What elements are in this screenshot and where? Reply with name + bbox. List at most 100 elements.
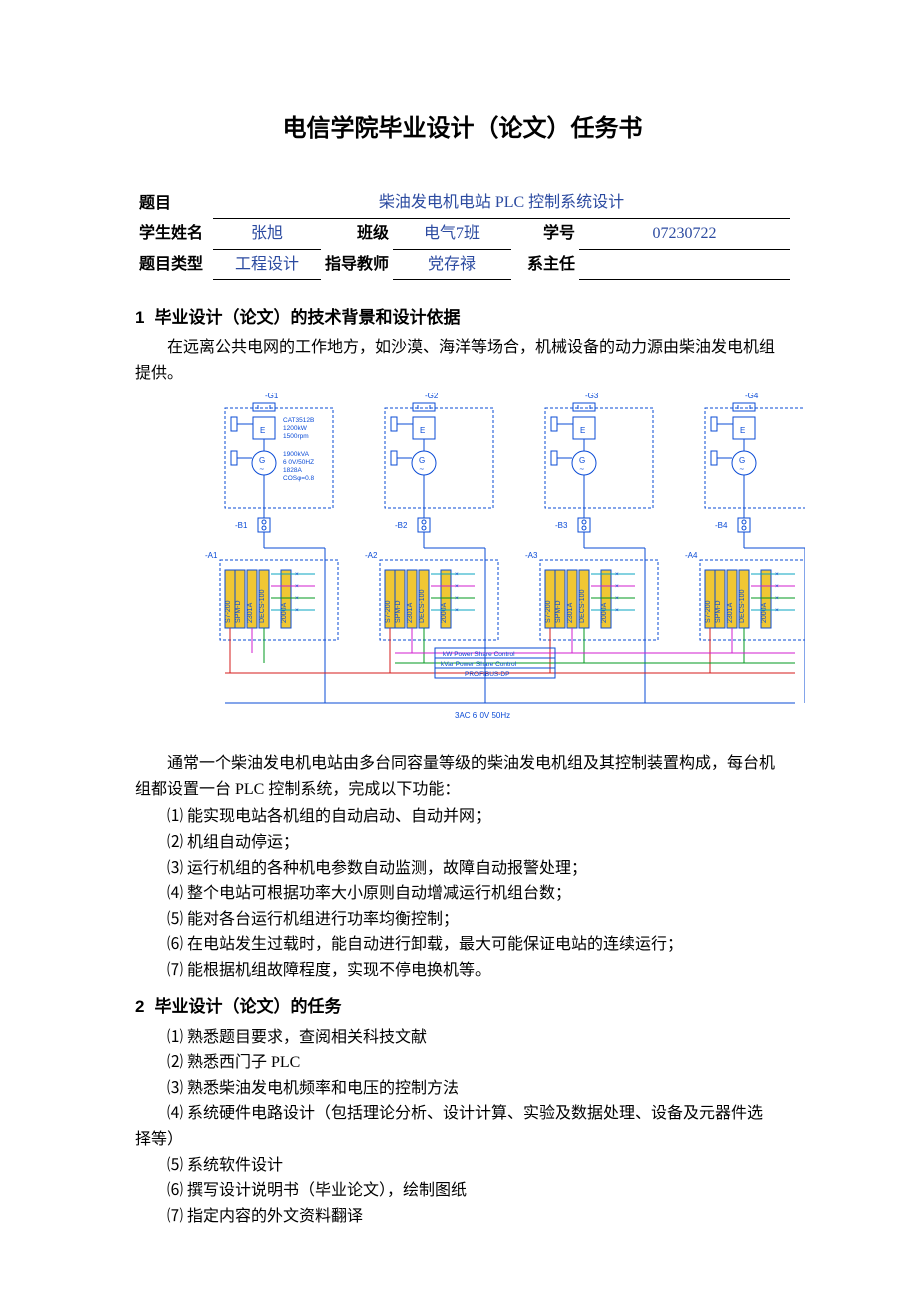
svg-text:DECS-100: DECS-100 [419, 589, 426, 623]
svg-text:-B3: -B3 [555, 521, 568, 530]
svg-text:×: × [455, 607, 459, 614]
svg-text:2301A: 2301A [567, 602, 574, 623]
svg-text:1200kW: 1200kW [283, 425, 308, 432]
svg-text:S7-200: S7-200 [545, 600, 552, 623]
svg-text:×: × [455, 571, 459, 578]
svg-text:-B1: -B1 [235, 521, 248, 530]
svg-text:S7-200: S7-200 [705, 600, 712, 623]
svg-text:×: × [295, 607, 299, 614]
svg-text:kW Power Share Control: kW Power Share Control [443, 651, 515, 658]
system-diagram: E G ∼ [165, 393, 805, 742]
list-item: 择等） [135, 1127, 790, 1153]
svg-text:×: × [775, 607, 779, 614]
list-item: ⑷ 系统硬件电路设计（包括理论分析、设计计算、实验及数据处理、设备及元器件选 [135, 1101, 790, 1127]
svg-text:×: × [295, 571, 299, 578]
svg-text:×: × [455, 595, 459, 602]
label-type: 题目类型 [135, 249, 213, 280]
meta-table: 题目 柴油发电机电站 PLC 控制系统设计 学生姓名 张旭 班级 电气7班 学号… [135, 188, 790, 280]
svg-text:×: × [775, 571, 779, 578]
value-advisor: 党存禄 [393, 249, 511, 280]
svg-text:2000A: 2000A [441, 602, 448, 623]
svg-text:×: × [775, 595, 779, 602]
list-item: ⑺ 能根据机组故障程度，实现不停电换机等。 [135, 958, 790, 984]
svg-text:×: × [775, 583, 779, 590]
svg-text:-G2: -G2 [425, 393, 439, 400]
svg-text:-A2: -A2 [365, 551, 378, 560]
svg-text:COSφ=0.8: COSφ=0.8 [283, 475, 315, 482]
svg-text:-G4: -G4 [745, 393, 759, 400]
value-head [579, 249, 790, 280]
svg-text:PROFIBUS-DP: PROFIBUS-DP [465, 671, 509, 678]
svg-text:×: × [615, 571, 619, 578]
list-item: ⑷ 整个电站可根据功率大小原则自动增减运行机组台数； [135, 881, 790, 907]
value-id: 07230722 [579, 218, 790, 249]
section1-list: ⑴ 能实现电站各机组的自动启动、自动并网；⑵ 机组自动停运；⑶ 运行机组的各种机… [135, 804, 790, 983]
list-item: ⑴ 熟悉题目要求，查阅相关科技文献 [135, 1025, 790, 1051]
svg-text:2000A: 2000A [281, 602, 288, 623]
section1-num: 1 [135, 308, 144, 327]
svg-text:×: × [455, 583, 459, 590]
svg-text:SPM-D: SPM-D [235, 600, 242, 623]
list-item: ⑺ 指定内容的外文资料翻译 [135, 1204, 790, 1230]
svg-text:1500rpm: 1500rpm [283, 433, 309, 440]
svg-text:2000A: 2000A [601, 602, 608, 623]
label-topic: 题目 [135, 188, 213, 218]
list-item: ⑵ 机组自动停运； [135, 830, 790, 856]
section2-num: 2 [135, 997, 144, 1016]
svg-text:SPM-D: SPM-D [395, 600, 402, 623]
svg-text:S7-200: S7-200 [385, 600, 392, 623]
doc-title: 电信学院毕业设计（论文）任务书 [135, 110, 790, 148]
meta-row-student: 学生姓名 张旭 班级 电气7班 学号 07230722 [135, 218, 790, 249]
svg-text:DECS-100: DECS-100 [259, 589, 266, 623]
label-id: 学号 [511, 218, 579, 249]
list-item: ⑴ 能实现电站各机组的自动启动、自动并网； [135, 804, 790, 830]
svg-text:kVar Power Share Control: kVar Power Share Control [441, 661, 517, 668]
svg-text:-A1: -A1 [205, 551, 218, 560]
svg-text:-A3: -A3 [525, 551, 538, 560]
svg-text:DECS-100: DECS-100 [739, 589, 746, 623]
svg-text:-B4: -B4 [715, 521, 728, 530]
label-head: 系主任 [511, 249, 579, 280]
svg-text:3AC 6 0V 50Hz: 3AC 6 0V 50Hz [455, 711, 510, 720]
svg-text:SPM-D: SPM-D [715, 600, 722, 623]
svg-text:2301A: 2301A [407, 602, 414, 623]
section1-after-diagram: 通常一个柴油发电机电站由多台同容量等级的柴油发电机组及其控制装置构成，每台机组都… [135, 751, 790, 802]
svg-text:×: × [615, 595, 619, 602]
label-name: 学生姓名 [135, 218, 213, 249]
value-name: 张旭 [213, 218, 321, 249]
section2-list: ⑴ 熟悉题目要求，查阅相关科技文献⑵ 熟悉西门子 PLC⑶ 熟悉柴油发电机频率和… [135, 1025, 790, 1230]
svg-text:×: × [615, 583, 619, 590]
svg-text:-G1: -G1 [265, 393, 279, 400]
list-item: ⑶ 熟悉柴油发电机频率和电压的控制方法 [135, 1076, 790, 1102]
list-item: ⑸ 能对各台运行机组进行功率均衡控制； [135, 907, 790, 933]
section2-heading: 2 毕业设计（论文）的任务 [135, 993, 790, 1020]
svg-text:×: × [295, 583, 299, 590]
section1-heading: 1 毕业设计（论文）的技术背景和设计依据 [135, 304, 790, 331]
svg-text:2301A: 2301A [727, 602, 734, 623]
value-type: 工程设计 [213, 249, 321, 280]
section1-title: 毕业设计（论文）的技术背景和设计依据 [154, 308, 460, 327]
svg-text:×: × [615, 607, 619, 614]
svg-text:-B2: -B2 [395, 521, 408, 530]
label-advisor: 指导教师 [321, 249, 393, 280]
value-class: 电气7班 [393, 218, 511, 249]
section2-title: 毕业设计（论文）的任务 [154, 997, 341, 1016]
svg-text:2301A: 2301A [247, 602, 254, 623]
svg-text:SPM-D: SPM-D [555, 600, 562, 623]
svg-text:×: × [295, 595, 299, 602]
label-class: 班级 [321, 218, 393, 249]
meta-row-topic: 题目 柴油发电机电站 PLC 控制系统设计 [135, 188, 790, 218]
meta-row-type: 题目类型 工程设计 指导教师 党存禄 系主任 [135, 249, 790, 280]
svg-text:DECS-100: DECS-100 [579, 589, 586, 623]
section1-intro: 在远离公共电网的工作地方，如沙漠、海洋等场合，机械设备的动力源由柴油发电机组提供… [135, 335, 790, 386]
svg-text:-A4: -A4 [685, 551, 698, 560]
list-item: ⑹ 在电站发生过载时，能自动进行卸载，最大可能保证电站的连续运行； [135, 932, 790, 958]
svg-text:S7-200: S7-200 [225, 600, 232, 623]
value-topic: 柴油发电机电站 PLC 控制系统设计 [213, 188, 790, 218]
svg-text:6 0V/50HZ: 6 0V/50HZ [283, 459, 314, 466]
svg-text:1828A: 1828A [283, 467, 302, 474]
svg-text:1900kVA: 1900kVA [283, 451, 310, 458]
list-item: ⑸ 系统软件设计 [135, 1153, 790, 1179]
svg-text:2000A: 2000A [761, 602, 768, 623]
svg-text:-G3: -G3 [585, 393, 599, 400]
